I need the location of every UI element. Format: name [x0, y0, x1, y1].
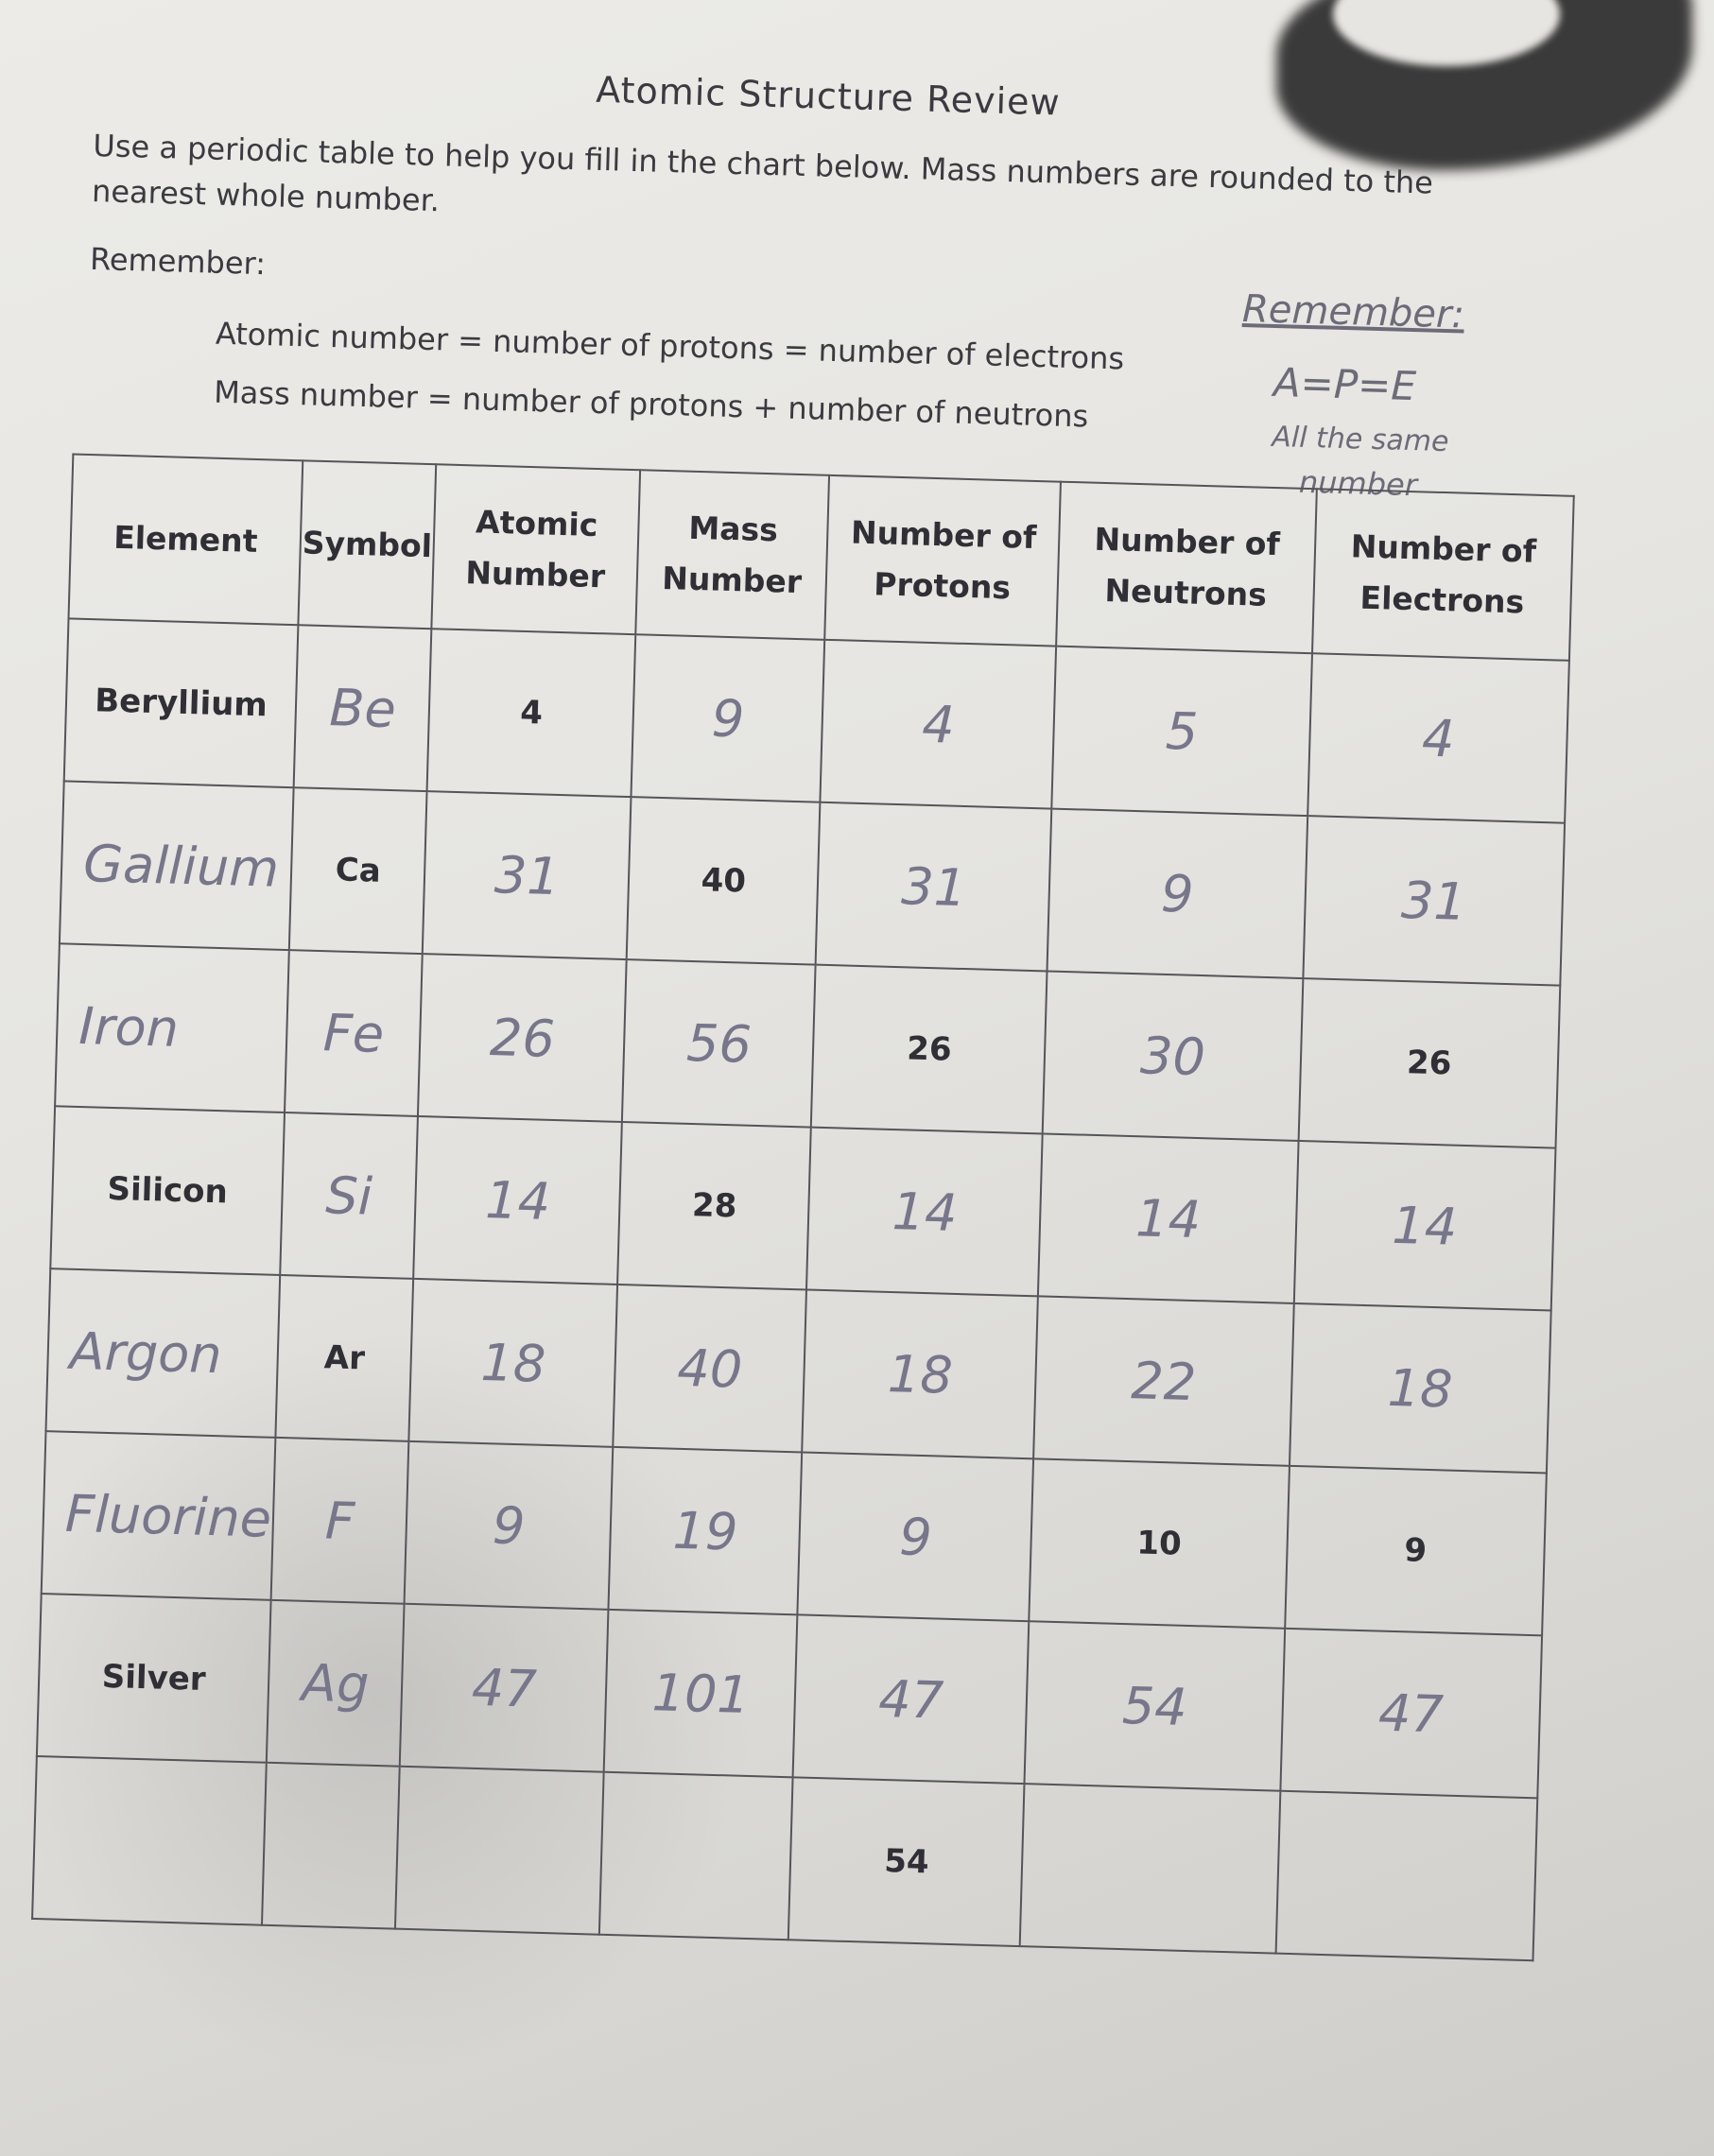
- handwritten-cell: Gallium: [59, 781, 294, 951]
- handwritten-cell: 18: [1289, 1302, 1551, 1474]
- handwritten-cell: 22: [1033, 1296, 1294, 1466]
- handwritten-cell: 5: [1051, 646, 1312, 817]
- column-header: Number of Neutrons: [1056, 481, 1317, 654]
- rule-mass-number: Mass number = number of protons + number…: [213, 373, 1089, 435]
- table-cell: [599, 1771, 793, 1940]
- table-cell: 10: [1029, 1458, 1290, 1629]
- handwritten-cell: 47: [792, 1614, 1030, 1785]
- handwritten-cell: 56: [622, 959, 816, 1128]
- handwritten-cell: 4: [820, 639, 1057, 809]
- table-cell: 26: [811, 964, 1047, 1134]
- handwritten-cell: 14: [806, 1127, 1044, 1297]
- handwritten-cell: 9: [404, 1440, 614, 1610]
- shadow: [0, 1323, 756, 2079]
- handwritten-cell: 14: [1038, 1133, 1299, 1303]
- table-cell: [1275, 1790, 1538, 1961]
- page-title: Atomic Structure Review: [595, 68, 1062, 124]
- column-header: Symbol: [298, 460, 437, 630]
- handwritten-cell: Fe: [284, 950, 424, 1116]
- table-cell: Ar: [275, 1274, 414, 1441]
- table-cell: [395, 1766, 604, 1935]
- handwritten-cell: 18: [802, 1289, 1039, 1459]
- table-cell: 26: [1298, 978, 1561, 1148]
- handwritten-cell: 40: [613, 1284, 807, 1453]
- column-header: Mass Number: [635, 470, 830, 640]
- handwritten-cell: 47: [1279, 1628, 1543, 1799]
- table-cell: Beryllium: [63, 618, 299, 788]
- handwritten-cell: 31: [1302, 816, 1566, 986]
- table-cell: 9: [1284, 1465, 1547, 1636]
- table-cell: 54: [788, 1777, 1025, 1947]
- column-header: Atomic Number: [431, 464, 641, 635]
- handwritten-cell: 30: [1043, 971, 1303, 1141]
- table-cell: [261, 1762, 401, 1929]
- handwritten-cell: 14: [1293, 1140, 1556, 1311]
- handwritten-cell: Argon: [45, 1268, 281, 1438]
- column-header: Number of Protons: [824, 474, 1062, 647]
- table-cell: [32, 1755, 267, 1925]
- handwritten-cell: Si: [280, 1112, 419, 1279]
- handwritten-cell: 47: [400, 1603, 609, 1772]
- handwritten-cell: Iron: [55, 943, 289, 1113]
- element-table: Element Symbol Atomic Number Mass Number Num…: [31, 453, 1575, 1961]
- handwritten-cell: Ag: [266, 1599, 405, 1767]
- handwritten-cell: 9: [797, 1452, 1034, 1622]
- handwritten-cell: 4: [1307, 653, 1569, 823]
- handwritten-note: Remember:: [1241, 286, 1465, 337]
- rule-atomic-number: Atomic number = number of protons = numb…: [215, 315, 1125, 377]
- handwritten-cell: 31: [423, 791, 632, 960]
- handwritten-note: A=P=E: [1273, 358, 1417, 410]
- handwritten-cell: 9: [1047, 808, 1307, 979]
- table-cell: 4: [426, 629, 636, 798]
- handwritten-cell: 31: [815, 802, 1052, 972]
- table-cell: [1020, 1784, 1280, 1954]
- handwritten-note: All the same: [1271, 420, 1449, 459]
- column-header: Element: [68, 454, 303, 626]
- worksheet: Atomic Structure Review Use a periodic t…: [31, 68, 1575, 1961]
- column-header: Number of Electrons: [1311, 489, 1574, 661]
- handwritten-cell: 18: [408, 1278, 618, 1447]
- handwritten-cell: Be: [293, 625, 432, 792]
- table-cell: Silicon: [50, 1106, 285, 1275]
- handwritten-cell: 14: [413, 1115, 623, 1285]
- handwritten-cell: 9: [631, 634, 825, 802]
- remember-label: Remember:: [89, 240, 267, 283]
- handwritten-cell: 54: [1024, 1621, 1285, 1791]
- table-cell: Silver: [36, 1594, 271, 1763]
- handwritten-cell: 19: [608, 1446, 803, 1615]
- handwritten-cell: F: [270, 1437, 409, 1604]
- handwritten-cell: Fluorine: [41, 1431, 276, 1600]
- table-cell: 28: [617, 1122, 812, 1290]
- table-cell: 40: [626, 797, 821, 965]
- handwritten-cell: 26: [418, 954, 627, 1123]
- handwritten-cell: 101: [603, 1609, 798, 1778]
- table-cell: Ca: [288, 787, 427, 955]
